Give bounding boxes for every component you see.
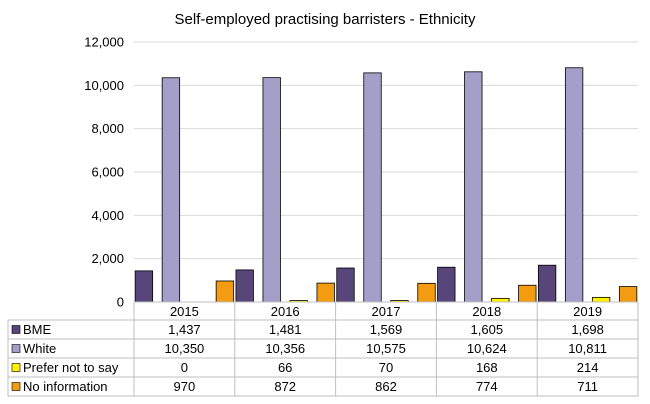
bar-no-information-2015 (215, 280, 235, 303)
legend-label: White (23, 341, 56, 356)
y-tick-label: 8,000 (91, 121, 124, 136)
legend-label: Prefer not to say (23, 360, 119, 375)
bar-no-information-2016 (316, 282, 335, 303)
bar-bme-2017 (336, 267, 355, 303)
y-tick-label: 2,000 (91, 251, 124, 266)
chart-title: Self-employed practising barristers - Et… (175, 11, 476, 28)
table-cell: 70 (379, 360, 393, 375)
gridlines (134, 41, 638, 260)
bar-no-information-2019 (618, 286, 638, 303)
table-cell: 1,569 (370, 322, 403, 337)
table-cell: 1,437 (168, 322, 201, 337)
table-cell: 872 (274, 379, 296, 394)
bar-bme-2019 (537, 264, 557, 303)
table-cell: 10,350 (165, 341, 205, 356)
bar-no-information-2018 (518, 284, 537, 303)
table-cell: 1,698 (571, 322, 604, 337)
bar-white-2018 (464, 71, 483, 303)
legend-label: BME (23, 322, 52, 337)
table-cell: 214 (577, 360, 599, 375)
legend-swatch-prefer-not-to-say (11, 363, 21, 372)
table-cell: 1,605 (471, 322, 504, 337)
legend-swatch-no-information (11, 382, 21, 391)
y-tick-label: 6,000 (91, 165, 124, 180)
x-tick-label: 2018 (472, 304, 501, 319)
table-cell: 862 (375, 379, 397, 394)
legend-swatch-white (11, 344, 21, 353)
legend-label: No information (23, 379, 108, 394)
bar-white-2017 (363, 72, 382, 303)
legend-swatch-bme (11, 325, 21, 334)
table-cell: 10,624 (467, 341, 507, 356)
table-cell: 10,575 (366, 341, 406, 356)
x-tick-label: 2016 (271, 304, 300, 319)
table-cell: 1,481 (269, 322, 302, 337)
table-cell: 10,356 (265, 341, 305, 356)
x-tick-label: 2015 (170, 304, 199, 319)
y-axis: 0 2,000 4,000 6,000 8,000 10,000 12,000 (84, 35, 124, 310)
data-table: 2015 2016 2017 2018 2019 BME 1,437 1,481 1,569 1,… (7, 301, 639, 397)
table-cell: 711 (577, 379, 598, 394)
y-tick-label: 4,000 (91, 208, 124, 223)
y-tick-label: 12,000 (84, 35, 124, 50)
bars (134, 67, 638, 303)
table-cell: 970 (174, 379, 196, 394)
x-tick-label: 2017 (372, 304, 401, 319)
bar-white-2016 (262, 77, 281, 303)
table-cell: 66 (278, 360, 292, 375)
table-cell: 0 (181, 360, 188, 375)
bar-bme-2016 (235, 269, 254, 303)
table-cell: 774 (476, 379, 498, 394)
y-tick-label: 10,000 (84, 78, 124, 93)
bar-white-2015 (161, 77, 181, 303)
x-tick-label: 2019 (573, 304, 602, 319)
table-cell: 10,811 (568, 341, 607, 356)
bar-prefer-not-to-say-2018 (491, 297, 510, 303)
bar-white-2019 (564, 67, 584, 303)
y-tick-label: 0 (117, 295, 124, 310)
bar-no-information-2017 (417, 282, 436, 303)
bar-prefer-not-to-say-2019 (591, 296, 611, 303)
bar-bme-2015 (134, 270, 154, 303)
bar-bme-2018 (437, 266, 456, 303)
table-cell: 168 (476, 360, 498, 375)
